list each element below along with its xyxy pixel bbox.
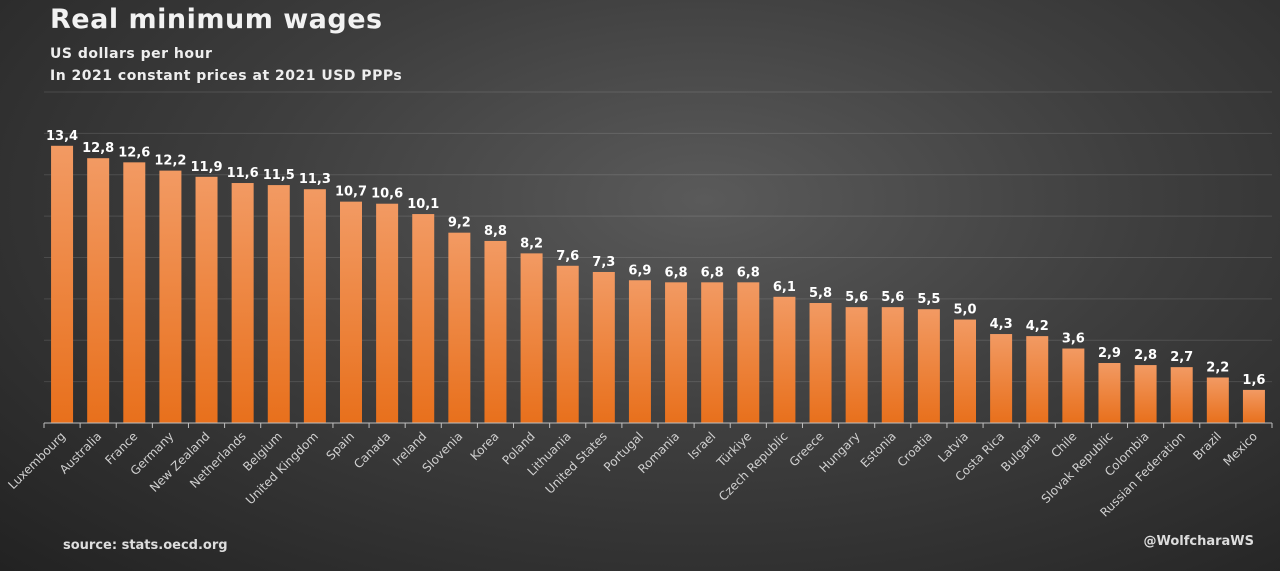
bar-chile	[1062, 348, 1085, 423]
data-label: 5,5	[917, 292, 940, 307]
bar-germany	[159, 170, 182, 423]
bar-canada	[376, 203, 399, 423]
bar-bulgaria	[1026, 336, 1049, 423]
bar-israel	[701, 282, 724, 423]
data-label: 11,5	[263, 168, 295, 183]
bar-estonia	[881, 307, 904, 423]
data-label: 6,8	[701, 265, 724, 280]
data-label: 1,6	[1242, 373, 1265, 388]
bar-france	[123, 162, 146, 423]
data-label: 9,2	[448, 216, 471, 231]
bar-hungary	[845, 307, 868, 423]
author-handle: @WolfcharaWS	[1143, 534, 1254, 549]
data-label: 8,2	[520, 236, 543, 251]
data-label: 6,8	[665, 265, 688, 280]
bar-united-kingdom	[303, 189, 326, 423]
data-label: 5,6	[845, 290, 868, 305]
bar-czech-republic	[773, 296, 796, 423]
bar-slovenia	[448, 232, 471, 423]
x-tick-label: Croatia	[895, 429, 935, 469]
bar-latvia	[954, 319, 976, 423]
data-label: 4,3	[990, 317, 1013, 332]
chart-subtitle-prices: In 2021 constant prices at 2021 USD PPPs	[50, 68, 403, 84]
x-tick-label: Israel	[685, 429, 718, 462]
data-label: 10,6	[371, 187, 403, 202]
bar-ireland	[412, 214, 435, 423]
data-label: 10,1	[407, 197, 439, 212]
chart-subtitle-units: US dollars per hour	[50, 46, 213, 62]
data-label: 5,8	[809, 286, 832, 301]
x-tick-label: Brazil	[1190, 429, 1224, 463]
data-label: 11,6	[227, 166, 259, 181]
bar-poland	[520, 253, 543, 423]
data-label: 6,1	[773, 280, 796, 295]
data-label: 6,8	[737, 265, 760, 280]
bar-netherlands	[231, 183, 254, 423]
data-label: 2,7	[1170, 350, 1193, 365]
x-tick-label: Chile	[1048, 429, 1079, 460]
source-note: source: stats.oecd.org	[63, 538, 228, 553]
data-label: 5,0	[953, 303, 976, 318]
data-label: 5,6	[881, 290, 904, 305]
data-label: 2,9	[1098, 346, 1121, 361]
data-label: 4,2	[1026, 319, 1049, 334]
bar-colombia	[1134, 365, 1157, 423]
bar-lithuania	[556, 265, 579, 423]
data-label: 3,6	[1062, 332, 1085, 347]
chart-title: Real minimum wages	[50, 4, 383, 35]
bar-croatia	[917, 309, 940, 423]
data-label: 12,2	[154, 154, 186, 169]
data-label: 8,8	[484, 224, 507, 239]
data-label: 11,3	[299, 172, 331, 187]
data-label: 12,6	[118, 145, 150, 160]
bar-korea	[484, 240, 507, 423]
data-label: 7,3	[592, 255, 615, 270]
x-tick-label: Mexico	[1221, 429, 1261, 469]
bar-new-zealand	[195, 176, 218, 423]
bar-australia	[87, 158, 110, 423]
x-tick-label: Czech Republic	[716, 429, 791, 504]
x-tick-label: Estonia	[858, 429, 899, 470]
data-label: 6,9	[628, 263, 651, 278]
bar-costa-rica	[990, 334, 1013, 423]
bar-russian-federation	[1170, 367, 1193, 423]
bar-belgium	[267, 185, 290, 423]
x-tick-label: Korea	[468, 429, 502, 463]
data-label: 11,9	[190, 160, 222, 175]
x-tick-label: Luxembourg	[5, 429, 68, 492]
bar-portugal	[628, 280, 651, 423]
bar-mexico	[1242, 389, 1265, 423]
bar-romania	[665, 282, 688, 423]
bar-türkiye	[737, 282, 760, 423]
x-tick-label: Bulgaria	[998, 429, 1043, 474]
data-label: 2,8	[1134, 348, 1157, 363]
data-label: 13,4	[46, 129, 78, 144]
data-label: 12,8	[82, 141, 114, 156]
x-tick-label: Canada	[351, 429, 393, 471]
bar-united-states	[592, 271, 615, 423]
bar-brazil	[1206, 377, 1229, 423]
bar-greece	[809, 303, 832, 423]
data-label: 2,2	[1206, 360, 1229, 375]
x-tick-label: Spain	[324, 429, 358, 463]
bar-luxembourg	[51, 145, 74, 423]
bar-spain	[340, 201, 362, 423]
data-label: 10,7	[335, 185, 367, 200]
bar-slovak-republic	[1098, 363, 1121, 423]
data-label: 7,6	[556, 249, 579, 264]
